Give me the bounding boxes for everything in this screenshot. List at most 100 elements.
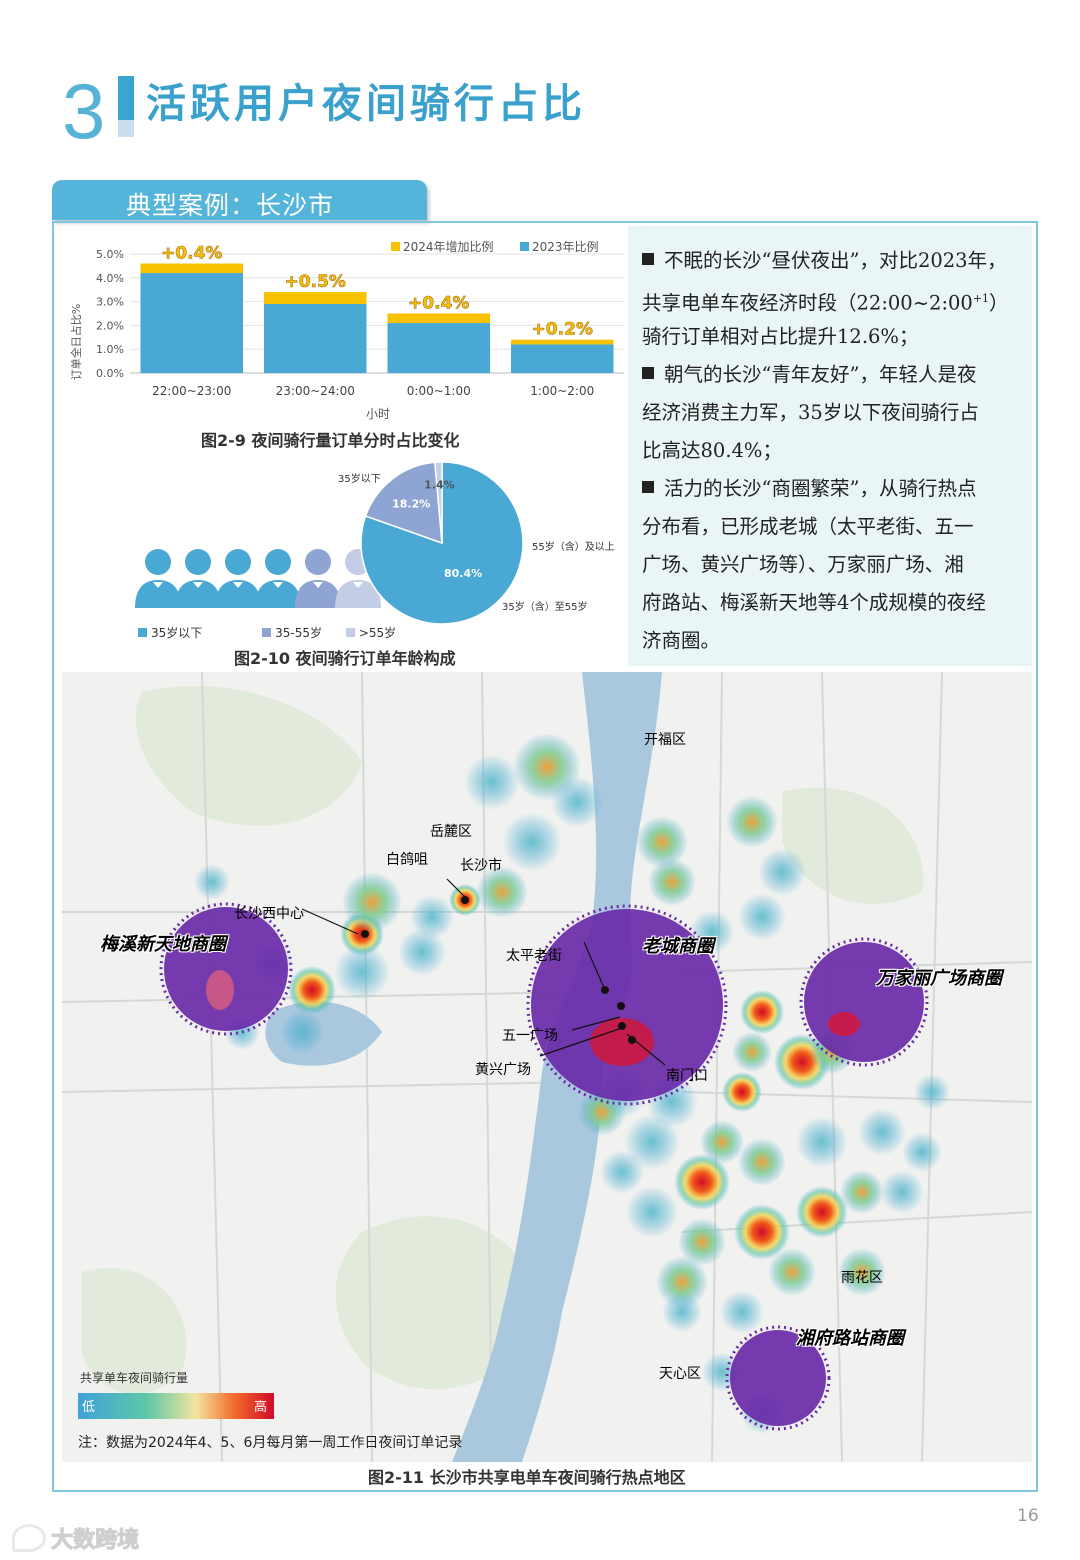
heat-blob (738, 1138, 786, 1186)
hotspot-meixi (206, 970, 234, 1010)
place-label-xizhongxin: 长沙西中心 (234, 906, 304, 922)
pie-legend-label-1: 35-55岁 (275, 626, 322, 640)
heat-map: 开福区 岳麓区 雨花区 天心区 白鸽咀 长沙市 长沙西中心 太平老街 五一广场 … (62, 672, 1032, 1462)
text-line-4: 经济消费主力军，35岁以下夜间骑行占 (642, 401, 979, 424)
heat-blob (636, 816, 688, 868)
person-head (145, 549, 171, 575)
text-line-6: 活力的长沙“商圈繁荣”，从骑行热点 (642, 470, 976, 508)
heat-blob (410, 895, 454, 939)
place-label-wuyiguangchang: 五一广场 (502, 1028, 558, 1044)
pie-legend-label-2: >55岁 (358, 626, 397, 640)
bar-data-label: +0.4% (408, 294, 469, 314)
person-collar (193, 582, 203, 588)
zone-circle-ring-xiangfu (725, 1325, 831, 1431)
bar-chart: 0.0% 1.0% 2.0% 3.0% 4.0% 5.0% +0.4% 22:00~23:0… (69, 240, 624, 421)
district-label-tianxin: 天心区 (659, 1366, 701, 1382)
pie-slice (434, 461, 443, 544)
zone-label-wanjiali: 万家丽广场商圈 (875, 968, 1005, 989)
pie-callout-mid: 35岁（含）至55岁 (502, 600, 587, 613)
heat-blob (914, 1074, 950, 1110)
pie-value-label: 18.2% (392, 497, 430, 510)
zone-circle-meixi (164, 907, 288, 1031)
map-caption: 图2-11 长沙市共享电单车夜间骑行热点地区 (368, 1468, 686, 1487)
watermark: 大数跨境 (12, 1522, 140, 1554)
chart-xlabel: 小时 (366, 407, 390, 421)
heat-blob (734, 1204, 790, 1260)
case-frame (52, 221, 1038, 1492)
heat-blob (334, 944, 390, 1000)
bullet-icon (642, 481, 654, 493)
text-line-10: 济商圈。 (642, 629, 721, 652)
text-line-7: 分布看，已形成老城（太平老街、五一 (642, 515, 974, 538)
heat-blob (398, 928, 446, 976)
zone-circle-xiangfu (730, 1330, 826, 1426)
y-tick-label: 1.0% (96, 343, 124, 356)
hotspot-wanjiali (828, 1012, 860, 1036)
section-number: 3 (62, 67, 106, 155)
heat-blob (768, 1248, 816, 1296)
y-tick-label: 4.0% (96, 272, 124, 285)
person-collar (313, 582, 323, 588)
case-tab-label: 典型案例：长沙市 (126, 191, 335, 220)
bar-2023 (263, 303, 367, 373)
map-legend-high: 高 (254, 1399, 267, 1415)
legend-label-inc: 2024年增加比例 (403, 240, 494, 254)
district-label-kaifu: 开福区 (644, 732, 686, 748)
heat-blob (280, 1010, 324, 1054)
bullet-icon (642, 367, 654, 379)
person-head (185, 549, 211, 575)
person-body (175, 580, 221, 608)
heat-blob (740, 990, 784, 1034)
y-tick-label: 2.0% (96, 319, 124, 332)
place-label-nanmenkou: 南门口 (666, 1068, 708, 1084)
pie-legend-swatch-1 (262, 628, 272, 637)
case-tab: 典型案例：长沙市 (52, 180, 427, 220)
watermark-logo-icon (12, 1524, 46, 1552)
text-line-1: 共享电单车夜经济时段（22:00~2:00+1） (642, 291, 1009, 315)
heat-blob (796, 1186, 848, 1238)
pie-callout-over55: 55岁（含）及以上 (532, 540, 615, 553)
bar-data-label: +0.2% (532, 320, 593, 340)
commercial-zones (159, 902, 929, 1431)
person-collar (233, 582, 243, 588)
chart-caption-2-10: 图2-10 夜间骑行订单年龄构成 (234, 649, 456, 668)
heat-blob (626, 1186, 678, 1238)
pie-chart: 80.4% 18.2% 1.4% 35岁以下 55岁（含）及以上 35岁（含）至55… (135, 461, 615, 625)
pie-value-label: 1.4% (424, 479, 455, 492)
heat-blob (840, 1170, 884, 1214)
district-label-yuhua: 雨花区 (841, 1270, 883, 1286)
bar-2024-increase (387, 313, 491, 324)
person-head (265, 549, 291, 575)
zone-circle-laocheng (531, 909, 723, 1101)
x-tick-label: 1:00~2:00 (530, 384, 594, 398)
legend-swatch-inc (391, 242, 400, 251)
heat-blob (600, 1150, 644, 1194)
heat-blob (722, 1072, 762, 1112)
bar-data-label: +0.4% (161, 244, 222, 264)
people-icons (135, 549, 381, 608)
x-tick-label: 23:00~24:00 (276, 384, 355, 398)
chart-ylabel: 订单全日占比% (69, 304, 83, 380)
heat-blob (662, 1292, 702, 1332)
pie-legend-swatch-2 (345, 628, 355, 637)
heat-blob (690, 910, 734, 954)
y-tick-label: 5.0% (96, 248, 124, 261)
place-dots (361, 896, 636, 1044)
heat-blob (758, 848, 806, 896)
place-label-huangxingguangchang: 黄兴广场 (475, 1061, 531, 1078)
heat-blob (838, 1248, 886, 1296)
heat-blob (194, 864, 230, 900)
zone-circle-ring-laocheng (526, 904, 728, 1106)
person-body (295, 580, 341, 608)
pie-callout-under35: 35岁以下 (338, 472, 381, 485)
place-label-baigezui: 白鸽咀 (386, 851, 428, 868)
pie-legend-label-0: 35岁以下 (151, 626, 203, 640)
heat-blob (674, 1154, 730, 1210)
person-collar (153, 582, 163, 588)
pie-slice (364, 461, 443, 545)
heat-blob (700, 1120, 744, 1164)
x-tick-label: 0:00~1:00 (407, 384, 471, 398)
person-collar (273, 582, 283, 588)
bar-2023 (140, 273, 244, 373)
bar-2023 (387, 323, 491, 373)
